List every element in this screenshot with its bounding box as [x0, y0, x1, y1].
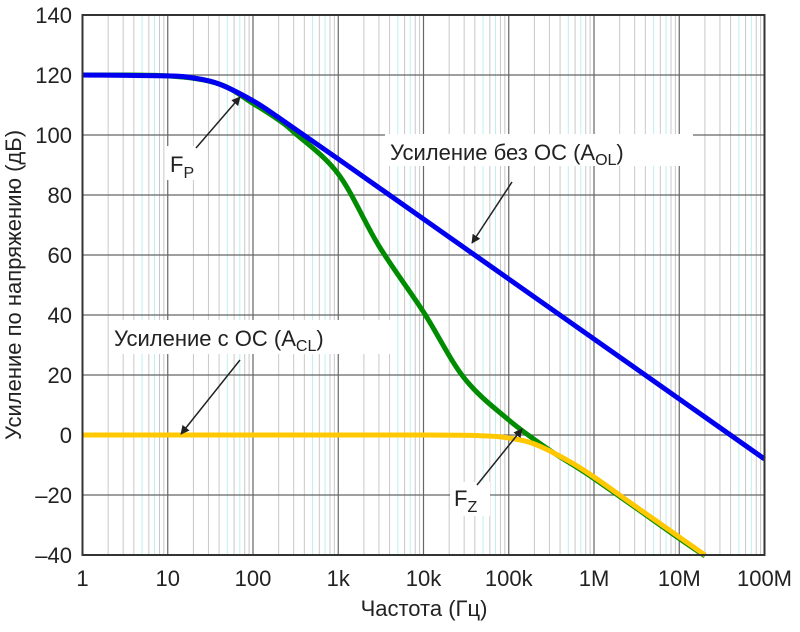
- series-line-2: [82, 432, 707, 558]
- x-tick-label: 10M: [658, 566, 701, 591]
- tick-labels: 1 10 100 1k 10k 100k 1M 10M 100M 140 120 100 80 60 40 2…: [35, 3, 792, 591]
- arrow-acl: [180, 359, 241, 435]
- y-tick-label: 40: [48, 303, 72, 328]
- x-tick-label: 100: [235, 566, 272, 591]
- annotation-aol-label: Усиление без ОС (AOL): [390, 140, 624, 169]
- arrow-fp: [195, 96, 241, 149]
- x-tick-label: 1: [76, 566, 88, 591]
- y-tick-label: 140: [35, 3, 72, 28]
- x-tick-label: 100k: [485, 566, 534, 591]
- x-tick-label: 100M: [737, 566, 792, 591]
- series-group: [82, 72, 766, 558]
- x-tick-label: 10k: [406, 566, 442, 591]
- y-axis-label: Усиление по напряжению (дБ): [1, 130, 26, 440]
- annotation-fp: FP: [166, 96, 241, 182]
- series-line-0: [82, 72, 766, 462]
- annotation-acl: Усиление с ОС (ACL): [110, 320, 392, 435]
- y-tick-label: 20: [48, 363, 72, 388]
- annotation-fz: FZ: [450, 428, 523, 516]
- y-tick-label: 0: [60, 423, 72, 448]
- x-tick-label: 1M: [579, 566, 610, 591]
- annotation-fp-label: FP: [170, 152, 194, 182]
- y-tick-label: –40: [35, 543, 72, 568]
- y-tick-label: 80: [48, 183, 72, 208]
- x-tick-label: 1k: [327, 566, 351, 591]
- y-tick-label: 100: [35, 123, 72, 148]
- annotation-aol: Усиление без ОС (AOL): [385, 134, 693, 244]
- y-tick-label: 120: [35, 63, 72, 88]
- arrow-aol: [471, 181, 513, 244]
- x-axis-label: Частота (Гц): [361, 596, 488, 621]
- arrow-fz: [476, 428, 523, 486]
- x-tick-label: 10: [156, 566, 180, 591]
- plot-frame: [81, 14, 766, 556]
- y-tick-label: –20: [35, 483, 72, 508]
- grid: [81, 14, 766, 556]
- annotation-fz-label: FZ: [454, 486, 477, 516]
- annotation-acl-label: Усиление с ОС (ACL): [114, 326, 324, 355]
- y-tick-label: 60: [48, 243, 72, 268]
